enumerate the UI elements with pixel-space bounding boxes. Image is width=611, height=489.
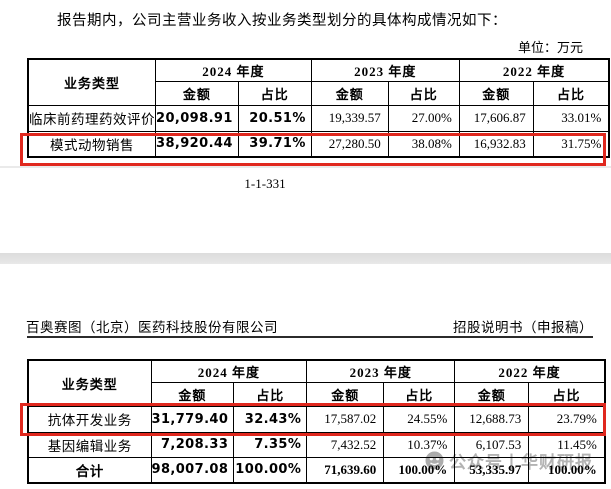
unit-label: 单位：万元 — [517, 40, 583, 55]
header-amount-2024: 金额 — [155, 80, 239, 106]
header-ratio-2022: 占比 — [532, 80, 610, 106]
cell-ratio-2022: 11.45% — [528, 431, 606, 458]
doc-title: 招股说明书（申报稿） — [453, 320, 593, 335]
table-row: 基因编辑业务 7,208.33 7.35% 7,432.52 10.37% 6,… — [27, 431, 606, 458]
cell-amount-2022: 17,606.87 — [458, 104, 534, 132]
cell-ratio-2024: 100.00% — [233, 456, 308, 484]
cell-ratio-2022: 23.79% — [528, 405, 606, 433]
header-ratio-2022: 占比 — [528, 381, 606, 407]
section-divider-thin — [0, 166, 611, 168]
cell-amount-2022: 53,335.97 — [454, 456, 530, 484]
cell-ratio-2023: 100.00% — [383, 456, 456, 484]
cell-ratio-2023: 27.00% — [387, 104, 460, 132]
document-header: 百奥赛图（北京）医药科技股份有限公司 招股说明书（申报稿） — [26, 316, 593, 336]
cell-ratio-2023: 10.37% — [383, 431, 456, 458]
revenue-table-by-business-type-2: 业务类型 2024 年度 2023 年度 2022 年度 金额 占比 金额 占比… — [27, 359, 606, 484]
row-label: 模式动物销售 — [27, 130, 156, 158]
row-label: 临床前药理药效评价 — [27, 104, 156, 132]
cell-amount-2023: 17,587.02 — [306, 405, 385, 433]
page-number: 1-1-331 — [244, 176, 286, 191]
table-row: 临床前药理药效评价 20,098.91 20.51% 19,339.57 27.… — [27, 104, 610, 132]
cell-amount-2024: 98,007.08 — [150, 456, 235, 484]
cell-ratio-2024: 39.71% — [237, 130, 312, 158]
header-business-type: 业务类型 — [27, 58, 156, 106]
cell-ratio-2023: 38.08% — [387, 130, 460, 158]
cell-amount-2022: 16,932.83 — [458, 130, 534, 158]
revenue-table-by-business-type-1: 业务类型 2024 年度 2023 年度 2022 年度 金额 占比 金额 占比… — [27, 58, 611, 158]
cell-amount-2023: 19,339.57 — [310, 104, 389, 132]
table-row-highlighted: 模式动物销售 38,920.44 39.71% 27,280.50 38.08%… — [27, 130, 610, 158]
header-year-2023: 2023 年度 — [310, 58, 460, 82]
header-ratio-2023: 占比 — [383, 381, 456, 407]
row-label: 合计 — [27, 456, 152, 484]
cell-ratio-2024: 20.51% — [237, 104, 312, 132]
header-ratio-2024: 占比 — [237, 80, 312, 106]
cell-amount-2024: 31,779.40 — [150, 405, 235, 433]
header-ratio-2023: 占比 — [387, 80, 460, 106]
cell-amount-2022: 6,107.53 — [454, 431, 530, 458]
header-year-2024: 2024 年度 — [150, 359, 308, 383]
row-label: 基因编辑业务 — [27, 431, 152, 458]
cell-amount-2024: 38,920.44 — [155, 130, 239, 158]
cell-ratio-2022: 100.00% — [528, 456, 606, 484]
header-amount-2022: 金额 — [454, 381, 530, 407]
header-rule — [27, 336, 593, 338]
company-name: 百奥赛图（北京）医药科技股份有限公司 — [26, 320, 278, 335]
header-year-2024: 2024 年度 — [155, 58, 312, 82]
cell-amount-2024: 20,098.91 — [155, 104, 239, 132]
cell-ratio-2022: 33.01% — [532, 104, 610, 132]
cell-amount-2023: 7,432.52 — [306, 431, 385, 458]
header-year-2022: 2022 年度 — [454, 359, 606, 383]
row-label: 抗体开发业务 — [27, 405, 152, 433]
cell-ratio-2022: 31.75% — [532, 130, 610, 158]
header-amount-2022: 金额 — [458, 80, 534, 106]
intro-paragraph: 报告期内，公司主营业务收入按业务类型划分的具体构成情况如下： — [57, 13, 507, 29]
header-year-2023: 2023 年度 — [306, 359, 456, 383]
cell-amount-2023: 27,280.50 — [310, 130, 389, 158]
cell-ratio-2024: 32.43% — [233, 405, 308, 433]
cell-ratio-2024: 7.35% — [233, 431, 308, 458]
cell-amount-2023: 71,639.60 — [306, 456, 385, 484]
header-year-2022: 2022 年度 — [458, 58, 610, 82]
table-row-highlighted: 抗体开发业务 31,779.40 32.43% 17,587.02 24.55%… — [27, 405, 606, 433]
table-row-total: 合计 98,007.08 100.00% 71,639.60 100.00% 5… — [27, 456, 606, 484]
header-business-type: 业务类型 — [27, 359, 152, 407]
cell-ratio-2023: 24.55% — [383, 405, 456, 433]
header-amount-2023: 金额 — [310, 80, 389, 106]
header-amount-2024: 金额 — [150, 381, 235, 407]
header-amount-2023: 金额 — [306, 381, 385, 407]
cell-amount-2024: 7,208.33 — [150, 431, 235, 458]
screenshot-separator-band — [0, 253, 611, 264]
header-ratio-2024: 占比 — [233, 381, 308, 407]
cell-amount-2022: 12,688.73 — [454, 405, 530, 433]
